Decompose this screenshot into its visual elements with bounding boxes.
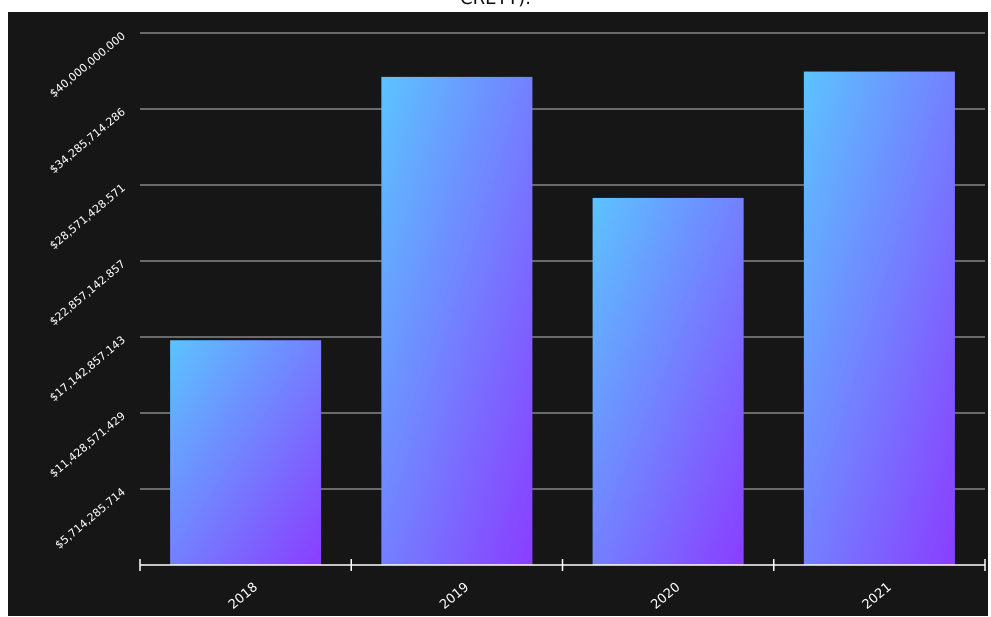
y-tick-label: $11,428,571.429 [47, 409, 128, 480]
bar-layer [170, 71, 955, 566]
y-tick-label: $5,714,285.714 [53, 485, 128, 551]
y-tick-label: $22,857,142.857 [47, 257, 128, 328]
y-tick-label: $40,000,000.000 [47, 29, 128, 100]
bar-2019[interactable] [381, 76, 533, 565]
chart-panel: $5,714,285.714 $11,428,571.429 $17,142,857… [8, 12, 988, 616]
bar-chart: $5,714,285.714$11,428,571.429$17,142,857… [47, 29, 986, 613]
y-tick-label: $17,142,857.143 [47, 333, 128, 404]
page-title: CRETT). [0, 0, 991, 9]
x-tick-label: 2021 [860, 580, 895, 613]
y-axis-labels: $5,714,285.714$11,428,571.429$17,142,857… [47, 29, 128, 551]
y-tick-label: $28,571,428.571 [47, 181, 128, 252]
bar-2020[interactable] [592, 197, 744, 566]
x-axis [139, 559, 986, 571]
y-tick-label: $34,285,714.286 [47, 105, 128, 176]
x-tick-label: 2020 [648, 580, 683, 613]
x-tick-label: 2019 [437, 580, 472, 613]
x-tick-label: 2018 [226, 580, 261, 613]
bar-2018[interactable] [170, 340, 322, 565]
bar-2021[interactable] [803, 71, 955, 565]
x-axis-labels: 2018 2019 2020 2021 [226, 580, 895, 613]
